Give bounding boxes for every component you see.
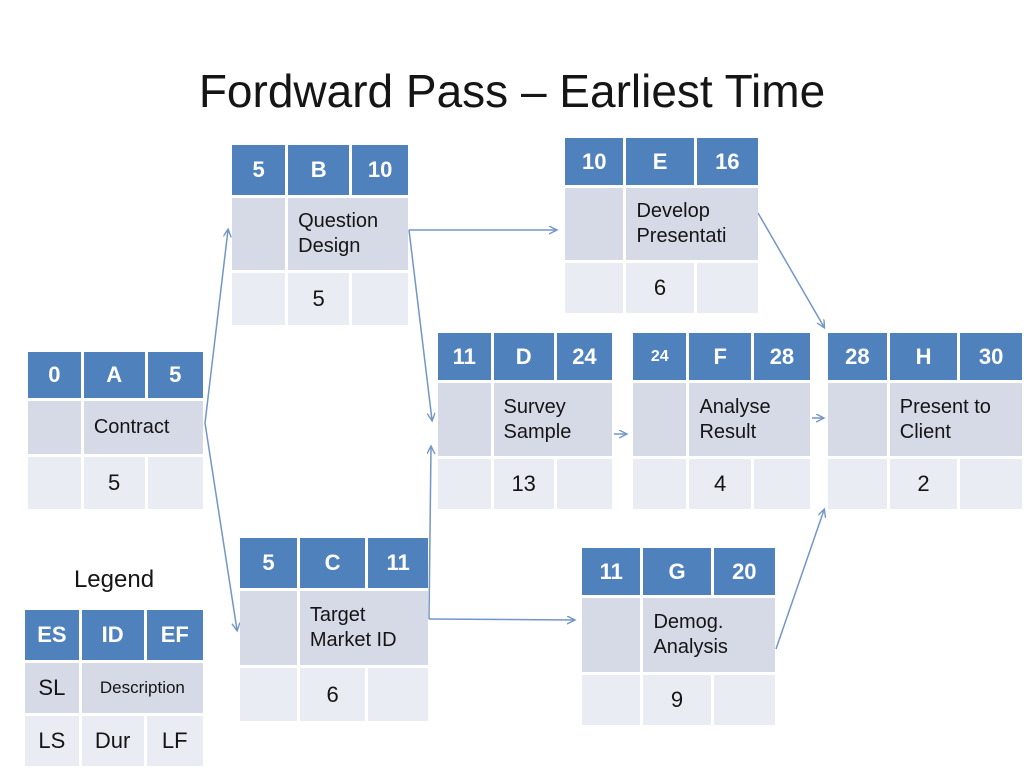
activity-node-D: 11 D 24 Survey Sample 13: [438, 333, 612, 509]
activity-node-B: 5 B 10 Question Design 5: [232, 145, 408, 325]
connector-B-D: [408, 229, 432, 420]
duration-cell: 6: [626, 263, 694, 313]
ls-cell: [28, 457, 81, 509]
lf-cell: [352, 273, 408, 325]
activity-id-cell: E: [626, 138, 694, 185]
es-cell: 0: [28, 352, 81, 398]
activity-id-cell: D: [493, 333, 554, 380]
legend-id-cell: ID: [81, 610, 144, 660]
lf-cell: [368, 668, 428, 721]
duration-cell: 13: [493, 459, 554, 509]
ls-cell: [240, 668, 297, 721]
description-cell: Demog. Analysis: [643, 598, 775, 672]
connector-E-H: [757, 212, 824, 327]
ef-cell: 30: [960, 333, 1022, 380]
ls-cell: [828, 459, 887, 509]
duration-cell: 2: [889, 459, 958, 509]
connector-A-B: [204, 230, 228, 424]
description-cell: Contract: [83, 401, 203, 454]
sl-cell: [28, 401, 81, 454]
ls-cell: [232, 273, 286, 325]
ls-cell: [438, 459, 491, 509]
ef-cell: 5: [147, 352, 203, 398]
lf-cell: [556, 459, 612, 509]
legend-dur-cell: Dur: [81, 716, 144, 766]
es-cell: 28: [828, 333, 887, 380]
ef-cell: 16: [696, 138, 758, 185]
lf-cell: [753, 459, 810, 509]
es-cell: 5: [240, 538, 297, 588]
lf-cell: [147, 457, 203, 509]
es-cell: 11: [438, 333, 491, 380]
activity-id-cell: C: [299, 538, 366, 588]
connector-C-G: [428, 619, 574, 620]
activity-id-cell: B: [288, 145, 350, 195]
ef-cell: 24: [556, 333, 612, 380]
legend-table: ES ID EF SL Description LS Dur LF: [25, 610, 203, 766]
ef-cell: 28: [753, 333, 810, 380]
activity-node-C: 5 C 11 Target Market ID 6: [240, 538, 428, 721]
sl-cell: [240, 591, 297, 665]
duration-cell: 5: [288, 273, 350, 325]
legend-description-cell: Description: [81, 663, 203, 713]
activity-node-G: 11 G 20 Demog. Analysis 9: [582, 548, 775, 725]
ef-cell: 11: [368, 538, 428, 588]
description-cell: Present to Client: [889, 383, 1022, 456]
description-cell: Survey Sample: [493, 383, 612, 456]
es-cell: 5: [232, 145, 286, 195]
description-cell: Analyse Result: [689, 383, 810, 456]
activity-node-A: 0 A 5 Contract 5: [28, 352, 203, 509]
legend-ls-cell: LS: [25, 716, 79, 766]
slide-title: Fordward Pass – Earliest Time: [198, 65, 826, 117]
sl-cell: [633, 383, 687, 456]
sl-cell: [828, 383, 887, 456]
ls-cell: [565, 263, 624, 313]
connector-A-C: [204, 422, 237, 630]
activity-id-cell: G: [643, 548, 711, 595]
legend-ef-cell: EF: [146, 610, 203, 660]
ls-cell: [582, 675, 641, 725]
activity-id-cell: H: [889, 333, 958, 380]
sl-cell: [565, 188, 624, 260]
sl-cell: [438, 383, 491, 456]
ef-cell: 20: [713, 548, 775, 595]
description-cell: Develop Presentati: [626, 188, 758, 260]
duration-cell: 9: [643, 675, 711, 725]
connector-C-D: [429, 447, 431, 620]
es-cell: 24: [633, 333, 687, 380]
sl-cell: [582, 598, 641, 672]
description-cell: Question Design: [288, 198, 408, 270]
lf-cell: [713, 675, 775, 725]
duration-cell: 5: [83, 457, 145, 509]
legend-lf-cell: LF: [146, 716, 203, 766]
description-cell: Target Market ID: [299, 591, 428, 665]
duration-cell: 6: [299, 668, 366, 721]
activity-id-cell: A: [83, 352, 145, 398]
activity-node-E: 10 E 16 Develop Presentati 6: [565, 138, 758, 313]
ls-cell: [633, 459, 687, 509]
activity-node-F: 24 F 28 Analyse Result 4: [633, 333, 810, 509]
legend-title: Legend: [73, 566, 155, 593]
activity-node-H: 28 H 30 Present to Client 2: [828, 333, 1022, 509]
legend-es-cell: ES: [25, 610, 79, 660]
lf-cell: [696, 263, 758, 313]
es-cell: 11: [582, 548, 641, 595]
connector-G-H: [775, 510, 824, 650]
ef-cell: 10: [352, 145, 408, 195]
lf-cell: [960, 459, 1022, 509]
duration-cell: 4: [689, 459, 751, 509]
sl-cell: [232, 198, 286, 270]
legend-sl-cell: SL: [25, 663, 79, 713]
activity-id-cell: F: [689, 333, 751, 380]
es-cell: 10: [565, 138, 624, 185]
